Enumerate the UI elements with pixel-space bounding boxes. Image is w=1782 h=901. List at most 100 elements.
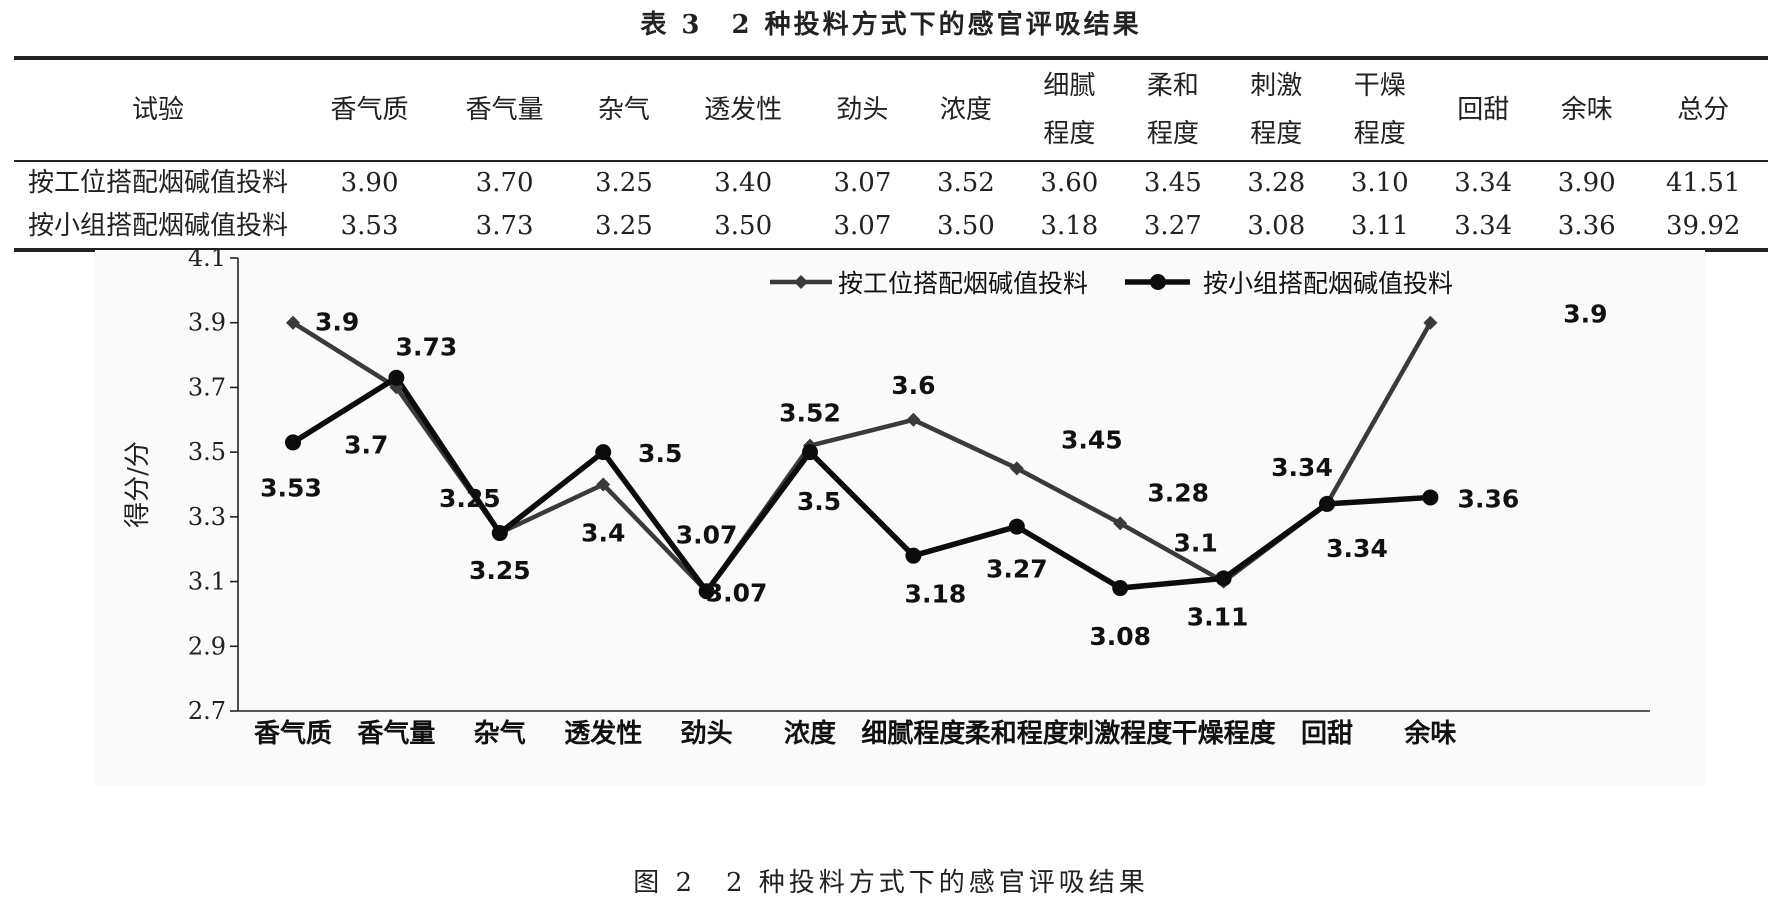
data-point-group <box>1008 518 1025 535</box>
data-point-group <box>1112 580 1129 597</box>
data-label-group: 3.07 <box>706 578 768 607</box>
data-point-station <box>1113 516 1128 531</box>
table-cell: 按小组搭配烟碱值投料 <box>28 211 289 241</box>
table-row: 按工位搭配烟碱值投料 3.90 3.70 3.25 3.40 3.07 3.52… <box>14 161 1768 205</box>
x-tick-label: 杂气 <box>474 718 526 749</box>
table-cell: 3.07 <box>833 211 892 241</box>
table-cell: 3.60 <box>1040 168 1099 198</box>
data-label-group: 3.53 <box>260 473 322 502</box>
table-cell: 3.70 <box>475 168 534 198</box>
data-label-group: 3.36 <box>1458 484 1520 513</box>
data-point-station <box>1009 461 1024 476</box>
x-tick-label: 回甜 <box>1301 719 1353 749</box>
x-tick-label: 干燥程度 <box>1172 718 1276 749</box>
x-tick-label: 刺激程度 <box>1068 718 1172 749</box>
data-point-station <box>596 477 611 492</box>
y-tick-label: 3.1 <box>188 568 226 596</box>
data-label-group: 3.11 <box>1187 602 1249 631</box>
figure-caption: 图 2 2 种投料方式下的感官评吸结果 <box>633 868 1149 898</box>
x-tick-label: 透发性 <box>564 718 642 749</box>
table-cell: 3.08 <box>1247 211 1306 241</box>
header-sweet-aftertaste: 回甜 <box>1431 58 1535 162</box>
data-label-group: 3.08 <box>1089 622 1151 651</box>
table-cell: 39.92 <box>1666 211 1741 241</box>
header-dryness: 干燥 程度 <box>1328 58 1432 162</box>
table-cell: 3.34 <box>1454 168 1513 198</box>
data-point-station <box>286 315 300 330</box>
table-row: 按小组搭配烟碱值投料 3.53 3.73 3.25 3.50 3.07 3.50… <box>14 205 1768 250</box>
data-point-group <box>698 583 715 600</box>
data-label-group: 3.27 <box>986 555 1048 584</box>
data-label-station: 3.25 <box>439 484 501 513</box>
legend-label-group: 按小组搭配烟碱值投料 <box>1203 269 1453 298</box>
data-point-group <box>905 547 922 564</box>
header-strength: 劲头 <box>810 58 915 162</box>
header-irritation: 刺激 程度 <box>1224 58 1329 162</box>
header-total: 总分 <box>1638 58 1768 162</box>
legend-label-station: 按工位搭配烟碱值投料 <box>838 269 1088 298</box>
table-cell: 3.73 <box>475 211 534 241</box>
y-tick-label: 2.7 <box>188 697 226 725</box>
header-aftertaste: 余味 <box>1534 58 1639 162</box>
data-label-group: 3.25 <box>469 556 531 585</box>
x-tick-label: 香气量 <box>357 718 435 749</box>
header-aroma-quality: 香气质 <box>302 58 438 162</box>
y-tick-label: 2.9 <box>188 632 226 660</box>
header-offnote: 杂气 <box>572 58 676 162</box>
data-label-group: 3.18 <box>905 580 967 609</box>
table-cell: 3.18 <box>1040 211 1099 241</box>
table-cell: 3.34 <box>1454 211 1513 241</box>
table-cell: 3.50 <box>936 211 995 241</box>
data-label-group: 3.5 <box>638 439 682 468</box>
table-cell: 3.27 <box>1143 211 1202 241</box>
table-cell: 3.45 <box>1143 168 1202 198</box>
x-tick-label: 浓度 <box>784 718 836 749</box>
table-cell: 3.28 <box>1247 168 1306 198</box>
table-caption: 表 3 2 种投料方式下的感官评吸结果 <box>640 10 1142 40</box>
data-point-group <box>595 444 612 461</box>
data-label-station: 3.9 <box>315 308 359 337</box>
x-tick-label: 香气质 <box>254 718 332 749</box>
series-line-group <box>291 374 1431 595</box>
data-point-station <box>1423 315 1438 330</box>
data-label-station: 3.9 <box>1563 300 1607 329</box>
y-tick-label: 3.7 <box>188 373 226 401</box>
x-tick-label: 劲头 <box>681 719 733 749</box>
data-point-group <box>802 444 818 461</box>
table-cell: 3.25 <box>594 168 653 198</box>
legend-marker-group <box>1150 274 1166 290</box>
table-cell: 3.25 <box>594 211 653 241</box>
data-label-station: 3.45 <box>1061 425 1123 454</box>
data-label-station: 3.07 <box>676 520 738 549</box>
x-tick-label: 细腻程度 <box>861 718 965 749</box>
x-tick-label: 余味 <box>1403 718 1456 749</box>
data-label-station: 3.6 <box>891 371 935 400</box>
table-header-row: 试验 香气质 香气量 杂气 透发性 劲头 浓度 细腻 程度 柔和 程度 刺激 程度 干… <box>14 58 1768 162</box>
data-label-group: 3.5 <box>797 487 841 516</box>
y-tick-label: 3.3 <box>188 503 226 531</box>
data-label-station: 3.7 <box>344 430 388 459</box>
data-point-station <box>906 412 921 427</box>
table-cell: 3.40 <box>714 168 773 198</box>
table-cell: 3.36 <box>1557 211 1616 241</box>
sensory-table: 试验 香气质 香气量 杂气 透发性 劲头 浓度 细腻 程度 柔和 程度 刺激 程度 干… <box>14 56 1768 252</box>
data-point-group <box>388 369 405 386</box>
table-cell: 3.53 <box>340 211 399 241</box>
data-point-group <box>1215 570 1232 587</box>
data-label-group: 3.73 <box>396 333 458 362</box>
table-cell: 按工位搭配烟碱值投料 <box>28 168 289 198</box>
y-tick-label: 3.5 <box>188 438 226 466</box>
y-axis-label: 得分/分 <box>123 441 153 528</box>
table-cell: 3.07 <box>833 168 892 198</box>
plot-background <box>95 250 1705 785</box>
data-label-group: 3.34 <box>1326 534 1388 563</box>
table-cell: 3.52 <box>936 168 995 198</box>
table-cell: 3.90 <box>1557 168 1616 198</box>
data-point-group <box>491 525 508 542</box>
legend-marker-station <box>794 275 808 289</box>
table-cell: 41.51 <box>1666 168 1741 198</box>
header-permeability: 透发性 <box>675 58 811 162</box>
data-label-station: 3.1 <box>1173 529 1217 558</box>
data-point-group <box>1422 489 1439 506</box>
table-cell: 3.90 <box>340 168 399 198</box>
